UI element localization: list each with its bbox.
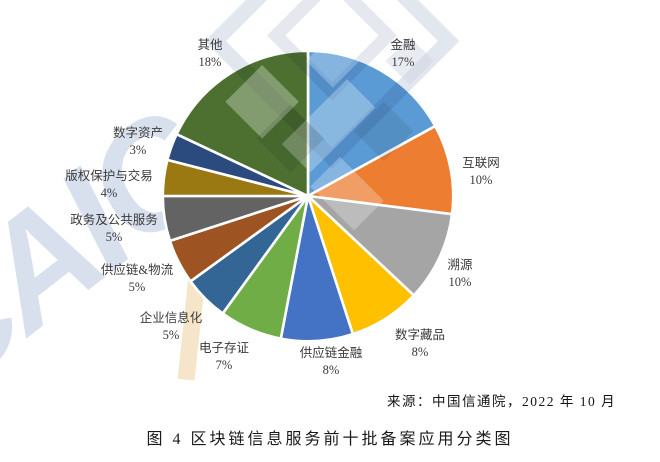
pie-slice [306, 49, 437, 198]
source-note: 来源：中国信通院，2022 年 10 月 [387, 394, 617, 409]
pie-label-supply-chain-finance: 供应链金融 8% [276, 345, 386, 379]
pie-label-pct: 4% [100, 186, 118, 200]
pie-chart-svg [161, 49, 455, 343]
pie-label-name: 供应链金融 [299, 346, 363, 360]
pie-chart [160, 48, 456, 344]
pie-label-e-evidence: 电子存证 7% [169, 340, 279, 374]
pie-slice [306, 194, 454, 297]
pie-label-pct: 5% [105, 230, 123, 244]
pie-label-copyright-protection: 版权保护与交易 4% [54, 168, 164, 202]
figure-caption: 图 4 区块链信息服务前十批备案应用分类图 [146, 431, 514, 448]
pie-label-pct: 7% [215, 358, 233, 372]
pie-slice [175, 49, 310, 198]
pie-label-government-public-services: 政务及公共服务 5% [59, 212, 169, 246]
pie-label-name: 版权保护与交易 [65, 169, 153, 183]
pie-label-pct: 8% [411, 345, 429, 359]
pie-label-pct: 8% [322, 363, 340, 377]
pie-label-name: 政务及公共服务 [70, 213, 158, 227]
pie-slice [306, 124, 455, 216]
